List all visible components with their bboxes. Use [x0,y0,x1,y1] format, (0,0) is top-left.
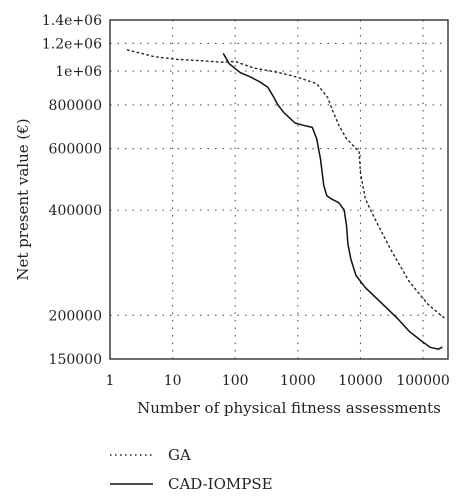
x-tick-label: 100 [222,373,249,389]
y-tick-label: 1e+06 [55,64,102,80]
x-tick-label: 100000 [396,373,449,389]
y-tick-label: 800000 [49,98,102,114]
series-line-cad-iompse [222,53,443,350]
legend: GA CAD-IOMPSE [110,446,273,493]
y-tick-label: 200000 [49,308,102,324]
series-line-ga [126,49,447,320]
x-tick-label: 1000 [280,373,316,389]
x-tick-label: 10000 [338,373,383,389]
y-axis-title: Net present value (€) [14,118,32,280]
x-tick-label: 10 [164,373,182,389]
legend-label-cad-iompse: CAD-IOMPSE [168,475,273,493]
x-axis-title: Number of physical fitness assessments [137,399,441,417]
y-tick-label: 400000 [49,203,102,219]
y-tick-label: 150000 [49,352,102,368]
plot-frame [109,19,449,360]
axis-ticks: 1 10 100 1000 10000 100000 150000 200000 400000 6… [42,13,450,389]
series-lines [126,49,447,350]
grid-lines [109,19,448,360]
y-tick-label: 1.4e+06 [42,13,102,29]
x-tick-label: 1 [106,373,115,389]
y-tick-label: 1.2e+06 [42,36,102,52]
legend-label-ga: GA [168,446,191,464]
y-tick-label: 600000 [49,142,102,158]
